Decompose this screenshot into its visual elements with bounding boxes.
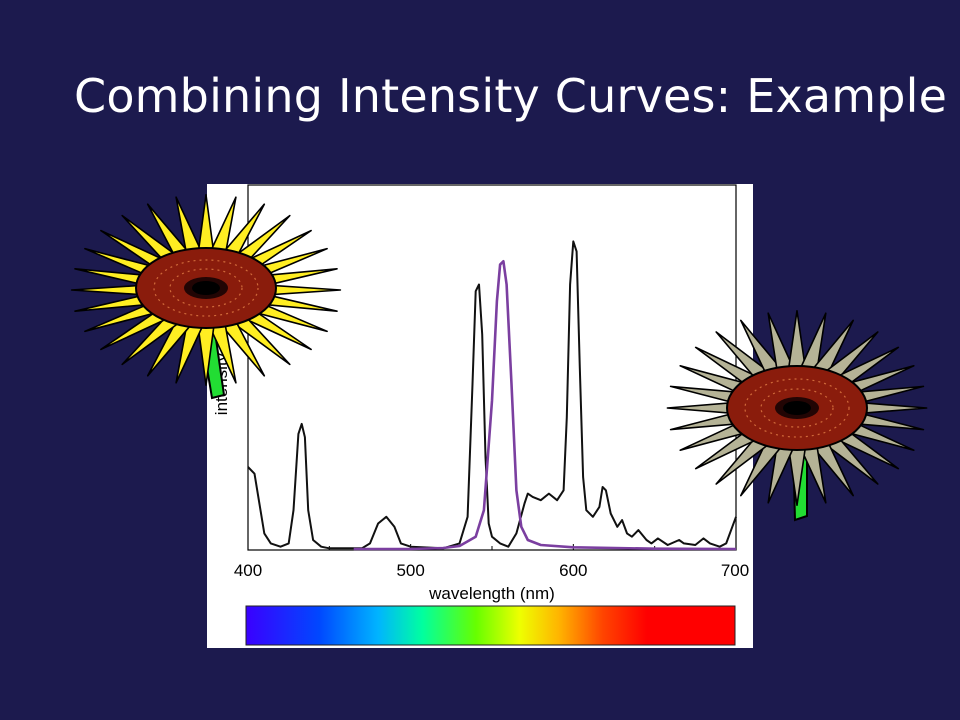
plot-frame	[247, 184, 737, 551]
x-tick-label: 400	[234, 561, 262, 580]
flower-petal	[799, 443, 827, 504]
flower-petal	[767, 443, 795, 504]
source-spectrum-line	[247, 240, 737, 550]
x-tick-label: 500	[396, 561, 424, 580]
flower-petal	[831, 346, 900, 390]
slide-title: Combining Intensity Curves: Example	[74, 69, 948, 123]
flower-petal	[100, 229, 173, 274]
flower-petal	[822, 433, 879, 485]
flower-petal	[831, 426, 900, 470]
y-axis-label: intensity	[212, 352, 231, 415]
flower-petal	[70, 283, 158, 297]
flower-petal	[74, 291, 161, 313]
flower-petal	[767, 312, 795, 373]
flower-petal	[845, 385, 925, 407]
flower-petal	[811, 439, 855, 497]
flower-petal	[84, 299, 166, 333]
x-tick-label: 700	[721, 561, 749, 580]
flower-petal	[811, 319, 855, 377]
flower-petal	[845, 409, 925, 431]
spectrum-bar	[245, 605, 736, 646]
flower-petal	[839, 418, 915, 452]
reflectance-curve-line	[353, 260, 737, 551]
flower-petal	[787, 446, 807, 506]
flower-stem	[791, 445, 808, 522]
flower-petal	[84, 247, 166, 281]
x-axis-label: wavelength (nm)	[428, 584, 555, 603]
flower-petal	[848, 400, 928, 416]
flower-petal	[787, 310, 807, 370]
flower-petal	[100, 306, 173, 351]
flower-petal	[121, 214, 183, 267]
flower-petal	[146, 318, 193, 377]
flower-petal	[839, 364, 915, 398]
flower-petal	[121, 313, 183, 366]
x-tick-label: 600	[559, 561, 587, 580]
flower-petal	[175, 322, 204, 384]
flower-petal	[175, 196, 204, 258]
flower-petal	[74, 267, 161, 289]
flower-petal	[799, 312, 827, 373]
figure-panel: 400 500 600 700 wavelength (nm) intensity	[207, 184, 753, 648]
flower-petal	[146, 203, 193, 262]
flower-petal	[822, 331, 879, 383]
spectrum-chart: 400 500 600 700 wavelength (nm) intensity	[212, 184, 749, 646]
